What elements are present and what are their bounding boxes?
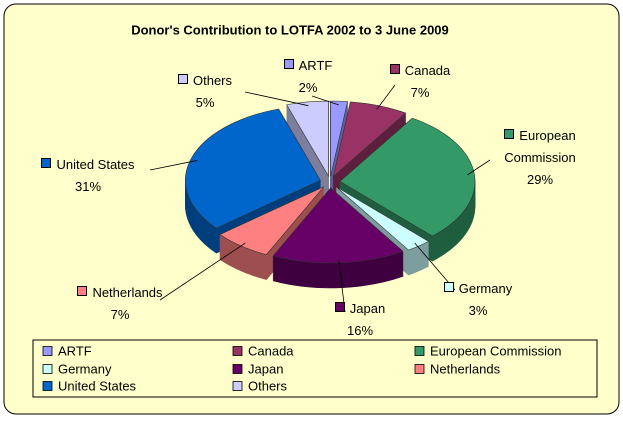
label-name: Canada — [404, 63, 451, 78]
label-swatch — [334, 302, 345, 312]
data-label: Netherlands 7% — [65, 282, 175, 326]
label-name: Netherlands — [92, 285, 163, 300]
label-name: United States — [56, 157, 135, 172]
data-label: Germany 3% — [433, 278, 523, 322]
label-value: 3% — [468, 303, 488, 318]
label-value: 31% — [74, 179, 102, 194]
label-swatch — [41, 158, 52, 168]
legend-label: United States — [58, 378, 137, 393]
data-label: European Commission 29% — [490, 125, 590, 191]
legend-swatch — [42, 346, 53, 356]
label-swatch — [389, 64, 400, 74]
slice — [185, 108, 321, 229]
legend-label: Canada — [248, 343, 294, 358]
legend-label: Japan — [248, 361, 283, 376]
label-value: 2% — [298, 80, 318, 95]
label-name: ARTF — [298, 58, 333, 73]
label-value: 7% — [410, 85, 430, 100]
label-value: 29% — [526, 172, 554, 187]
legend-label: European Commission — [430, 343, 562, 358]
data-label: Others 5% — [165, 70, 245, 114]
leader-line — [244, 91, 309, 107]
legend-swatch — [42, 364, 53, 374]
leader-line — [149, 160, 198, 171]
data-label: Japan 16% — [320, 298, 400, 342]
legend-swatch — [232, 364, 243, 374]
leader-line — [376, 84, 396, 110]
data-label: United States 31% — [28, 154, 148, 198]
legend-label: ARTF — [58, 343, 92, 358]
data-label: Canada 7% — [375, 60, 465, 104]
legend-swatch — [232, 381, 243, 391]
legend-swatch — [414, 364, 425, 374]
leader-line — [467, 159, 491, 176]
legend-label: Others — [248, 378, 288, 393]
label-value: 16% — [346, 323, 374, 338]
leader-line — [311, 95, 339, 106]
label-name: Germany — [458, 281, 513, 296]
label-swatch — [77, 286, 88, 296]
label-swatch — [504, 129, 515, 139]
legend-swatch — [414, 346, 425, 356]
leader-line — [159, 242, 246, 301]
label-name: Others — [192, 73, 232, 88]
legend-label: Germany — [58, 361, 112, 376]
label-value: 5% — [195, 95, 215, 110]
chart-title: Donor's Contribution to LOTFA 2002 to 3 … — [131, 22, 449, 37]
slice — [335, 186, 430, 251]
slice — [339, 117, 476, 237]
label-swatch — [443, 282, 454, 292]
label-value: 7% — [110, 307, 130, 322]
legend-swatch — [232, 346, 243, 356]
label-name: Japan — [349, 301, 386, 316]
legend-label: Netherlands — [430, 361, 501, 376]
legend-box — [32, 339, 598, 398]
label-swatch — [177, 74, 188, 84]
legend-swatch — [42, 381, 53, 391]
slice — [330, 100, 348, 177]
label-name: European Commission — [504, 128, 576, 165]
data-label: ARTF 2% — [268, 55, 348, 99]
label-swatch — [283, 59, 294, 69]
